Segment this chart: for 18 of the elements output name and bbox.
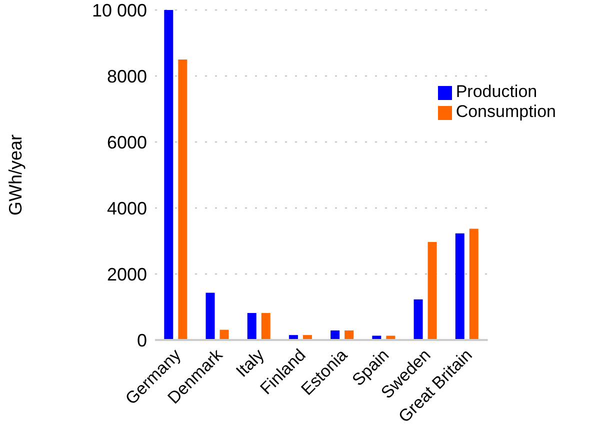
y-tick-label: 8000 <box>106 66 147 86</box>
legend-label: Production <box>456 82 538 101</box>
y-tick-label: 2000 <box>106 264 147 284</box>
y-tick-label: 6000 <box>106 132 147 152</box>
y-tick-label: 10 000 <box>92 0 147 20</box>
y-tick-label: 0 <box>136 330 147 350</box>
legend-label: Consumption <box>456 102 556 121</box>
bar <box>261 312 270 340</box>
y-axis-title: GWh/year <box>5 134 26 216</box>
bar <box>428 242 437 340</box>
bar <box>414 299 423 340</box>
bar <box>206 292 215 340</box>
bar <box>178 60 188 340</box>
bar <box>469 228 478 340</box>
bar <box>247 312 256 340</box>
y-tick-label: 4000 <box>106 198 147 218</box>
bar <box>455 233 464 340</box>
bar <box>164 10 174 340</box>
